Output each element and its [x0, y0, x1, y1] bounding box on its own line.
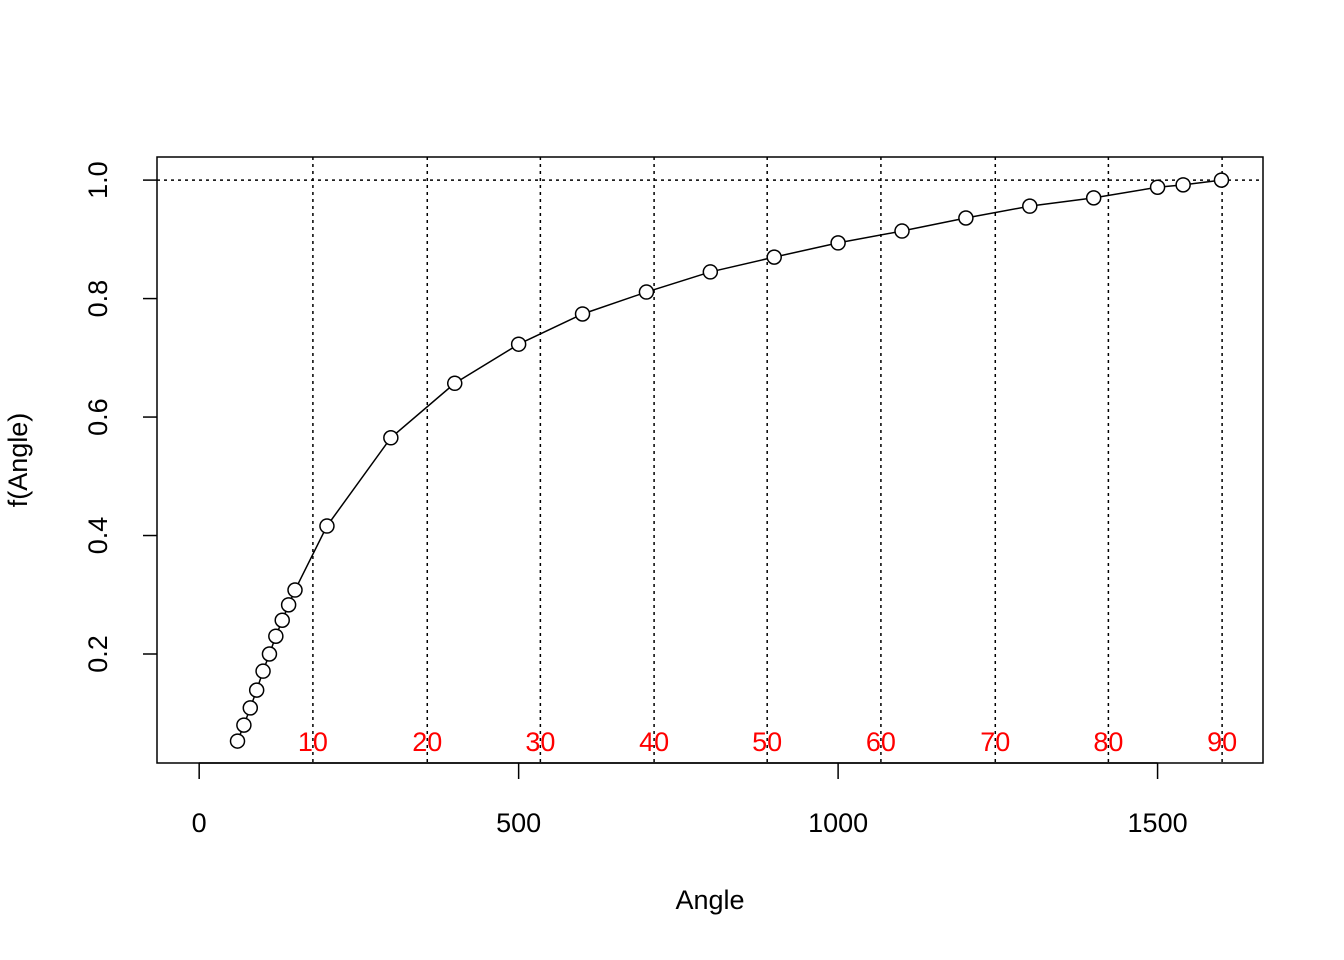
- point: [702, 264, 719, 280]
- point: [319, 518, 335, 534]
- point: [261, 646, 278, 662]
- point: [446, 375, 463, 392]
- reference-label: 90: [1207, 727, 1237, 757]
- point: [248, 682, 265, 698]
- point: [229, 733, 246, 749]
- reference-label: 10: [298, 727, 328, 757]
- point: [274, 612, 290, 628]
- x-tick-label: 1000: [808, 808, 868, 838]
- point: [1175, 177, 1191, 193]
- point: [1085, 190, 1102, 206]
- reference-label: 80: [1093, 727, 1123, 757]
- reference-label: 40: [639, 727, 669, 757]
- point: [1022, 198, 1038, 214]
- y-tick-label: 1.0: [83, 161, 113, 199]
- reference-label: 20: [412, 727, 442, 757]
- x-axis-label: Angle: [675, 885, 744, 915]
- point: [766, 249, 782, 265]
- y-tick-label: 0.6: [83, 398, 113, 436]
- x-tick-label: 1500: [1128, 808, 1188, 838]
- y-tick-label: 0.4: [83, 517, 113, 555]
- y-tick-label: 0.2: [83, 635, 113, 673]
- y-tick-label: 0.8: [83, 280, 113, 318]
- reference-label: 60: [866, 727, 896, 757]
- point: [1149, 179, 1166, 195]
- reference-label: 50: [752, 727, 782, 757]
- series-line: [236, 179, 1222, 742]
- plot-box: [156, 156, 1264, 764]
- point: [255, 663, 271, 679]
- point: [638, 284, 655, 300]
- reference-label: 70: [980, 727, 1010, 757]
- point: [242, 700, 259, 716]
- point: [958, 210, 974, 226]
- point: [1213, 172, 1230, 188]
- point: [574, 306, 591, 322]
- point: [287, 582, 303, 598]
- point: [830, 235, 846, 251]
- reference-label: 30: [525, 727, 555, 757]
- point: [268, 628, 284, 644]
- point: [280, 597, 297, 613]
- point: [510, 336, 527, 352]
- point: [894, 223, 910, 239]
- x-tick-label: 500: [496, 808, 541, 838]
- y-axis-label: f(Angle): [3, 413, 33, 508]
- point: [236, 717, 252, 733]
- x-tick-label: 0: [192, 808, 207, 838]
- point: [383, 430, 399, 446]
